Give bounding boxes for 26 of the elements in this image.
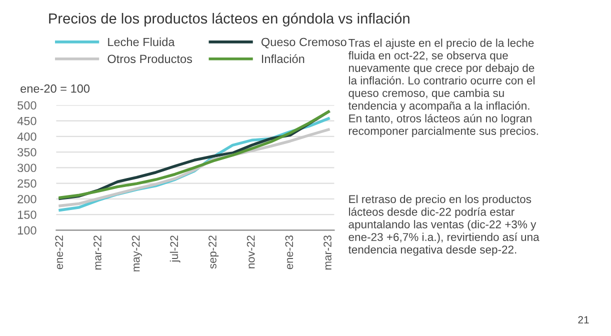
x-tick-label: ene-22 bbox=[55, 236, 64, 270]
text: El retraso de precio en los productos lácteos desde dic-22 podría estar apuntalando las ventas (dic-22 +3% y ene-23 +6,7% i.a.), revirtiendo así una tendencia negativa desde sep-22. bbox=[348, 194, 540, 256]
y-tick-label: 500 bbox=[18, 101, 36, 110]
y-tick-label: 450 bbox=[17, 116, 36, 126]
x-tick-label: ene-23 bbox=[285, 236, 294, 270]
y-tick-label: 300 bbox=[18, 164, 36, 172]
x-tick-label: may-22 bbox=[132, 236, 142, 272]
text: 21 bbox=[578, 316, 589, 324]
chart-title: Precios de los productos lácteos en góndola vs inflación bbox=[49, 12, 410, 27]
x-tick-label: mar-22 bbox=[94, 236, 102, 270]
legend-label: Queso Cremoso bbox=[261, 38, 346, 48]
legend-label: Otros Productos bbox=[108, 54, 192, 64]
y-tick-label: 200 bbox=[18, 194, 36, 204]
x-tick-label: jul-22 bbox=[170, 236, 180, 262]
y-axis-title: ene-20 = 100 bbox=[20, 84, 90, 93]
legend-label: Inflación bbox=[262, 54, 304, 64]
x-tick-label: sep-22 bbox=[208, 236, 219, 269]
y-tick-label: 100 bbox=[18, 226, 36, 235]
x-tick-label: mar-23 bbox=[324, 236, 332, 270]
text: Tras el ajuste en el precio de la leche fluida en oct-22, se observa que nuevamente que crece por debajo de la inflación. Lo contrario ocurre con el queso cremoso, que cambia su tendencia y acompaña a la inflación. En tanto, otros lácteos aún no logran recomponer parcialmente sus precios. bbox=[348, 38, 538, 138]
x-tick-label: nov-22 bbox=[246, 236, 255, 268]
legend-label: Leche Fluida bbox=[108, 38, 175, 46]
y-tick-label: 250 bbox=[18, 179, 36, 188]
y-tick-label: 400 bbox=[17, 132, 36, 141]
y-tick-label: 150 bbox=[18, 210, 36, 219]
y-tick-label: 350 bbox=[18, 148, 36, 156]
